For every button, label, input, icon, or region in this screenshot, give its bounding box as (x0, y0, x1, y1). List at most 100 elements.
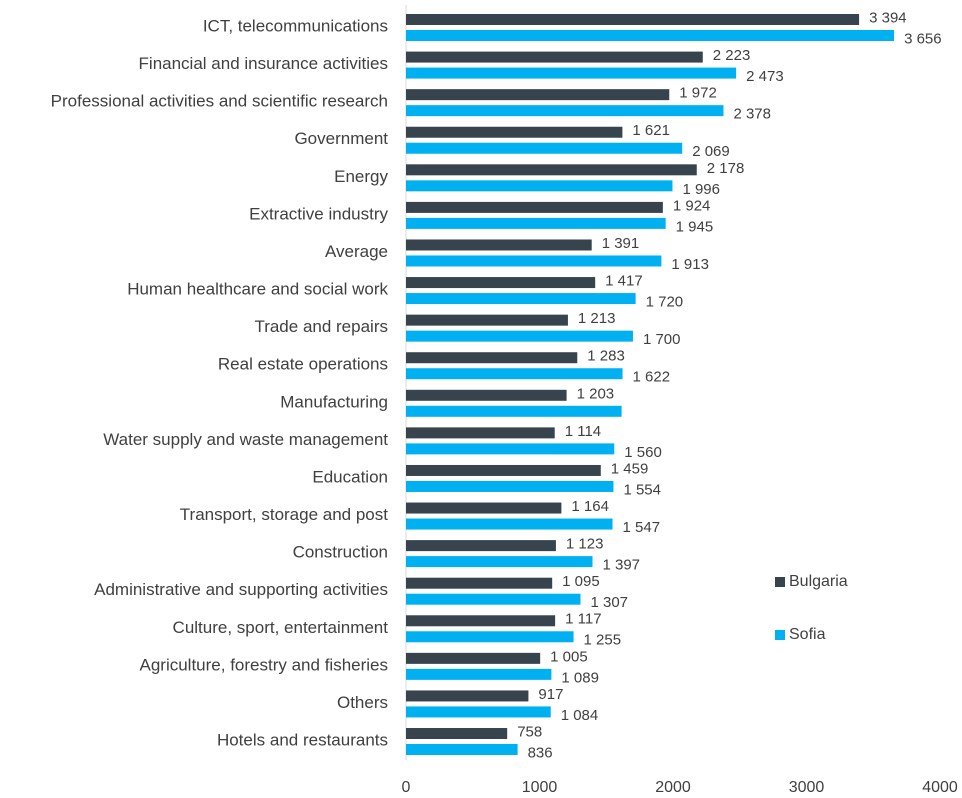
category-label: Agriculture, forestry and fisheries (140, 655, 389, 674)
category-label: Average (325, 242, 388, 261)
value-label: 1 164 (571, 498, 609, 515)
value-label: 1 005 (550, 648, 588, 665)
bar (406, 464, 601, 476)
value-label: 1 720 (646, 294, 684, 311)
bar (406, 142, 683, 154)
bar (406, 593, 581, 605)
bar (406, 405, 622, 417)
bar (406, 330, 633, 342)
category-label: Human healthcare and social work (127, 280, 388, 299)
value-label: 1 924 (673, 197, 711, 214)
bar (406, 502, 562, 514)
bar (406, 14, 860, 25)
bar (406, 652, 541, 664)
bar (406, 239, 592, 251)
value-label: 1 117 (565, 611, 601, 628)
bar (406, 577, 553, 589)
bar (406, 89, 670, 101)
bar (406, 30, 895, 41)
bar (406, 126, 623, 138)
value-label: 1 213 (578, 310, 616, 327)
value-label: 1 547 (623, 519, 661, 536)
category-label: Water supply and waste management (103, 430, 388, 449)
value-label: 2 223 (713, 47, 751, 64)
value-label: 1 972 (679, 85, 717, 102)
bar (406, 615, 556, 627)
legend-label: Bulgaria (789, 573, 848, 590)
bar (406, 293, 636, 305)
x-tick-label: 2000 (655, 779, 691, 796)
value-label: 3 394 (869, 9, 907, 26)
bar (406, 690, 529, 702)
bar (406, 255, 662, 267)
bar (406, 368, 623, 380)
bar (406, 556, 593, 568)
category-label: Real estate operations (218, 355, 388, 374)
value-label: 917 (538, 686, 563, 703)
x-tick-label: 1000 (522, 779, 558, 796)
bar (406, 352, 578, 364)
category-label: Trade and repairs (254, 317, 388, 336)
legend-label: Sofia (789, 626, 826, 643)
bar (406, 201, 663, 213)
value-label: 1 417 (605, 273, 643, 290)
value-label: 836 (528, 744, 553, 761)
value-label: 1 397 (602, 557, 640, 574)
category-label: Financial and insurance activities (139, 54, 388, 73)
value-label: 1 996 (682, 181, 720, 198)
bar (406, 105, 724, 117)
value-label: 1 554 (623, 481, 661, 498)
value-label: 3 656 (904, 30, 942, 47)
bar (406, 443, 615, 455)
value-label: 1 307 (590, 594, 628, 611)
bar (406, 668, 552, 680)
bar (406, 480, 614, 492)
value-label: 1 459 (611, 460, 649, 477)
category-label: Construction (293, 543, 388, 562)
bar (406, 164, 697, 176)
bar (406, 314, 568, 326)
value-label: 2 473 (746, 68, 784, 85)
x-tick-label: 4000 (922, 779, 958, 796)
bar (406, 217, 666, 229)
value-label: 1 084 (561, 707, 599, 724)
bar (406, 67, 737, 79)
x-tick-label: 3000 (789, 779, 825, 796)
bar (406, 518, 613, 530)
value-label: 1 123 (566, 536, 604, 553)
category-label: Energy (334, 167, 388, 186)
category-label: Manufacturing (280, 392, 388, 411)
bar (406, 389, 567, 401)
value-label: 1 622 (633, 369, 671, 386)
value-label: 1 095 (562, 573, 600, 590)
category-label: Transport, storage and post (180, 505, 388, 524)
category-label: Extractive industry (249, 204, 388, 223)
value-label: 1 621 (632, 122, 670, 139)
bar (406, 277, 596, 289)
x-tick-label: 0 (402, 779, 411, 796)
value-label: 1 560 (624, 444, 662, 461)
value-label: 1 203 (577, 385, 615, 402)
bar (406, 180, 673, 192)
category-label: Others (337, 693, 388, 712)
value-label: 1 255 (584, 632, 622, 649)
category-label: ICT, telecommunications (203, 16, 388, 35)
category-label: Government (294, 129, 388, 148)
bar (406, 540, 556, 552)
bar (406, 51, 703, 63)
value-label: 1 391 (602, 235, 640, 252)
bar (406, 706, 551, 718)
bar (406, 427, 555, 439)
legend-swatch (775, 630, 785, 640)
value-label: 2 069 (692, 143, 730, 160)
value-label: 1 114 (565, 423, 601, 440)
bar (406, 631, 574, 643)
category-label: Education (312, 467, 388, 486)
value-label: 2 378 (733, 106, 771, 123)
bar (406, 728, 508, 740)
value-label: 758 (517, 723, 542, 740)
category-label: Administrative and supporting activities (94, 580, 388, 599)
category-label: Professional activities and scientific r… (51, 92, 388, 111)
category-label: Culture, sport, entertainment (173, 618, 389, 637)
